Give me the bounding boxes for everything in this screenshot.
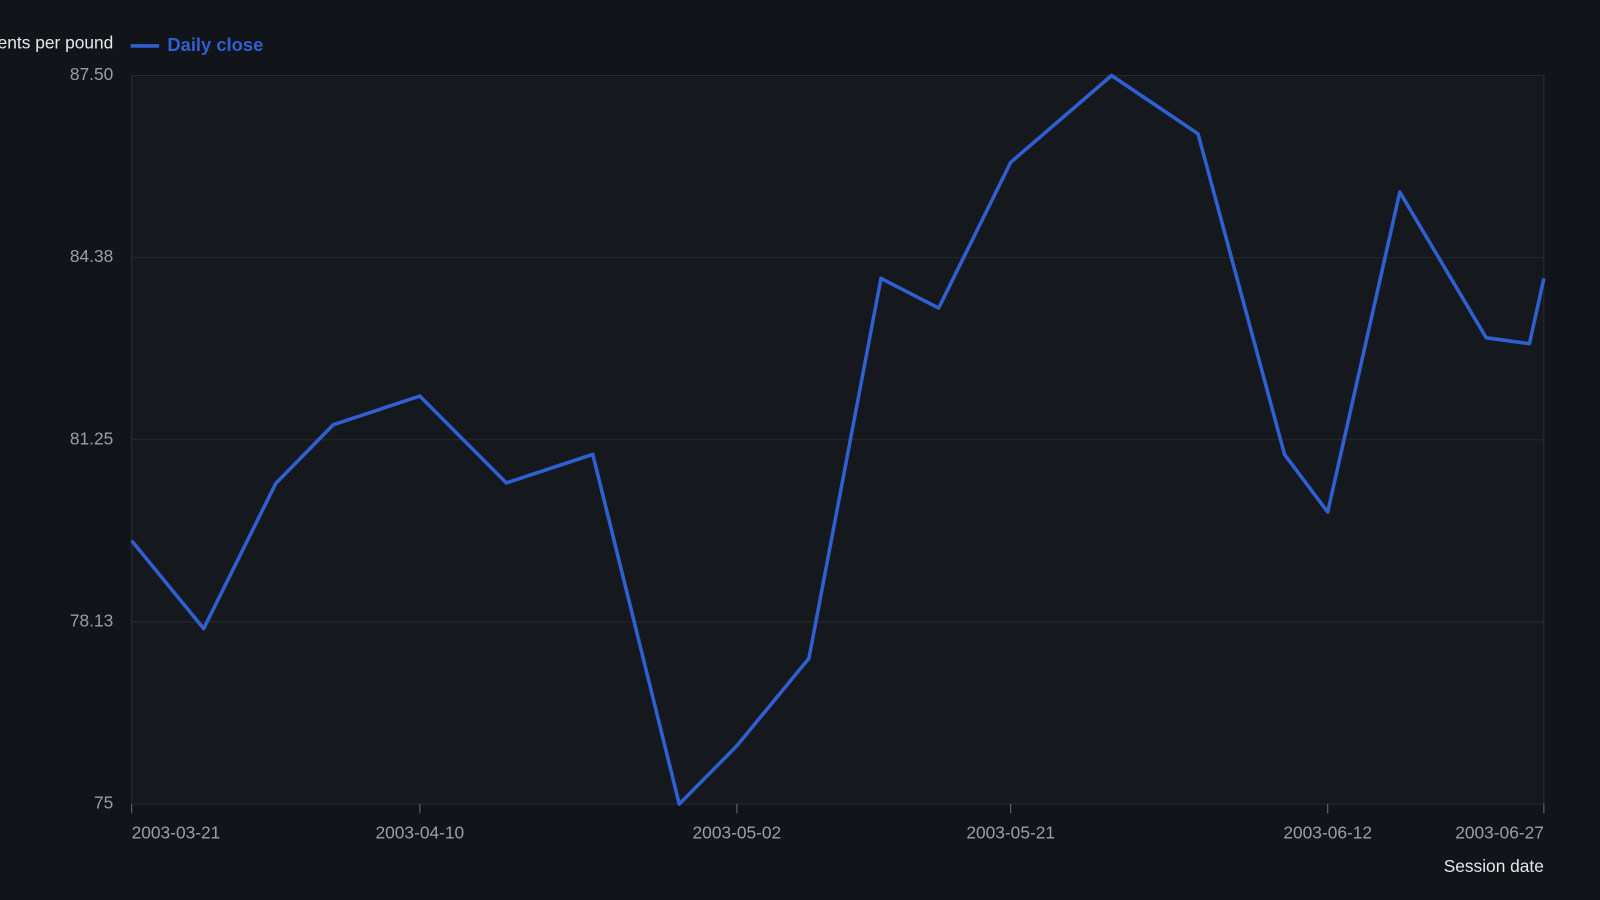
y-tick-label: 81.25: [70, 428, 113, 448]
x-tick-label: 2003-06-12: [1283, 822, 1372, 842]
y-tick-label: 78.13: [70, 611, 113, 631]
x-tick-label: 2003-05-02: [693, 822, 782, 842]
x-tick-label: 2003-03-21: [132, 822, 221, 842]
x-tick-label: 2003-05-21: [966, 822, 1055, 842]
x-axis-label: Session date: [1444, 856, 1544, 876]
y-axis-label: Cents per pound: [0, 32, 113, 52]
legend-label: Daily close: [167, 34, 263, 55]
x-tick-label: 2003-04-10: [376, 822, 465, 842]
data-line: [130, 73, 1546, 806]
y-tick-label: 75: [94, 793, 113, 813]
y-tick-label: 84.38: [70, 246, 113, 266]
x-tick-label: 2003-06-27: [1455, 822, 1544, 842]
y-tick-label: 87.50: [70, 64, 113, 84]
